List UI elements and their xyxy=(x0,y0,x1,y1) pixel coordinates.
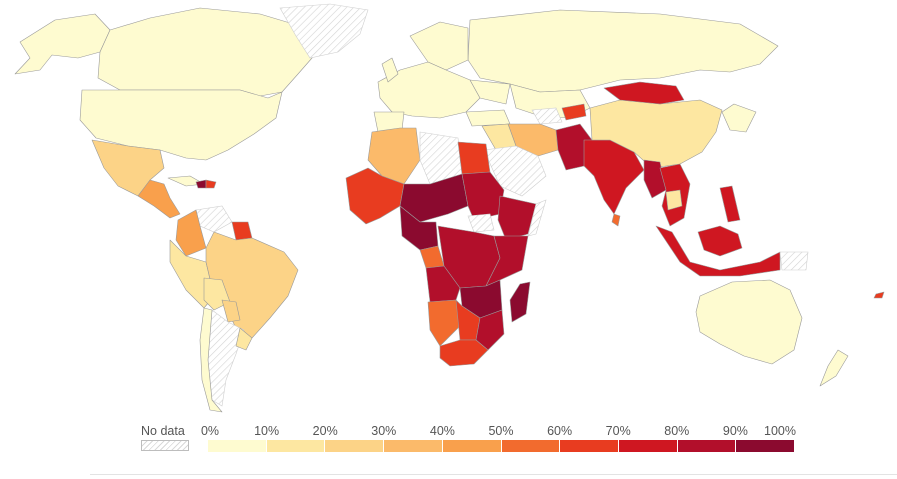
legend-bin xyxy=(442,440,502,452)
sri-lanka xyxy=(611,213,621,227)
legend-tick-label: 0% xyxy=(200,424,220,438)
somalia xyxy=(527,199,547,237)
russia xyxy=(467,9,779,93)
uk-ireland xyxy=(381,57,399,83)
mozambique xyxy=(475,309,505,351)
united-states xyxy=(79,89,283,161)
south-africa xyxy=(439,339,489,367)
legend-tick-label: 70% xyxy=(605,424,631,438)
legend-bin xyxy=(266,440,326,452)
legend-bin xyxy=(208,440,267,452)
kyrgyzstan-tajikistan xyxy=(561,103,587,121)
world-choropleth-map xyxy=(14,3,885,413)
turkey xyxy=(465,109,511,127)
angola xyxy=(425,265,461,303)
gabon-congo xyxy=(419,245,445,269)
turkmenistan xyxy=(531,107,563,125)
guyana-suriname xyxy=(231,221,253,241)
scandinavia xyxy=(409,21,469,71)
central-america xyxy=(137,179,181,219)
legend-tick-label: 10% xyxy=(254,424,280,438)
borneo-sulawesi xyxy=(697,225,743,257)
legend-bin xyxy=(736,440,795,452)
legend-bin xyxy=(325,440,385,452)
legend-bin xyxy=(501,440,561,452)
divider xyxy=(90,474,897,475)
australia xyxy=(695,279,803,365)
madagascar xyxy=(509,281,531,323)
legend-bin xyxy=(384,440,443,452)
papua-new-guinea xyxy=(779,251,809,271)
legend-tick-label: 20% xyxy=(312,424,338,438)
new-zealand xyxy=(819,349,849,387)
chile xyxy=(199,307,223,413)
legend-bin xyxy=(560,440,619,452)
egypt xyxy=(457,141,491,175)
morocco-algeria xyxy=(367,127,421,185)
uruguay xyxy=(235,327,253,351)
pacific-island xyxy=(873,291,885,299)
legend-tick-label: 40% xyxy=(429,424,455,438)
mongolia xyxy=(603,81,685,105)
philippines xyxy=(719,185,741,223)
thailand xyxy=(665,189,683,211)
legend-tick-label: 80% xyxy=(664,424,690,438)
south-sudan xyxy=(467,213,495,233)
legend-tick-label: 100% xyxy=(764,424,796,438)
no-data-label: No data xyxy=(141,424,185,438)
greenland xyxy=(279,3,369,59)
paraguay xyxy=(221,299,241,323)
dominican-republic xyxy=(205,179,217,189)
namibia xyxy=(427,299,461,347)
legend-bin xyxy=(618,440,678,452)
legend-tick-label: 60% xyxy=(547,424,573,438)
no-data-swatch xyxy=(141,440,189,451)
legend-tick-label: 50% xyxy=(488,424,514,438)
venezuela xyxy=(195,205,233,233)
alaska xyxy=(14,13,111,75)
korea-japan xyxy=(721,103,757,133)
color-scale xyxy=(208,440,795,452)
ukraine-belarus xyxy=(469,79,511,105)
legend-tick-label: 30% xyxy=(371,424,397,438)
western-europe xyxy=(377,61,481,119)
legend-tick-label: 90% xyxy=(722,424,748,438)
legend-bin xyxy=(677,440,737,452)
